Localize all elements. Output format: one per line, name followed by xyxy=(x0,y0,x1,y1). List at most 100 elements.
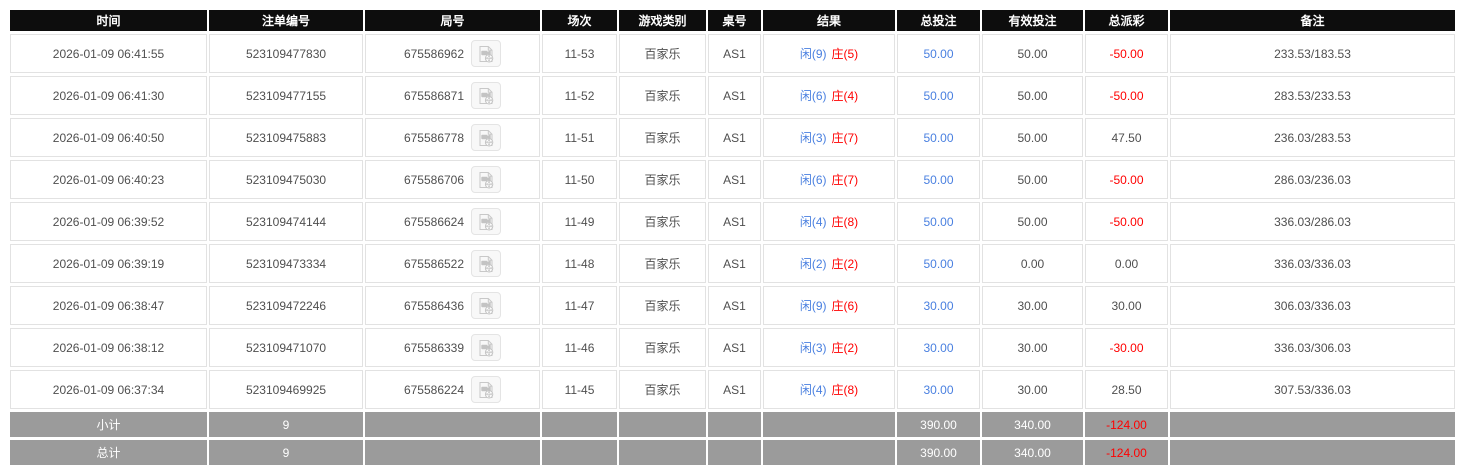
video-replay-button[interactable] xyxy=(471,334,502,361)
round-number: 675586339 xyxy=(403,340,465,355)
video-replay-button[interactable] xyxy=(471,82,502,109)
cell-session: 11-45 xyxy=(542,370,617,409)
cell-result: 闲(3) 庄(2) xyxy=(763,328,895,367)
cell-session: 11-52 xyxy=(542,76,617,115)
video-replay-button[interactable] xyxy=(471,292,502,319)
result-player: 闲(3) xyxy=(799,341,827,355)
payout-value: 0.00 xyxy=(1114,256,1139,271)
table-row: 2026-01-09 06:41:30 523109477155 675586871… xyxy=(10,76,1455,115)
total-row: 总计 9 390.00 340.00 -124.00 xyxy=(10,440,1455,465)
payout-value: -50.00 xyxy=(1109,172,1144,187)
cell-valid-bet: 50.00 xyxy=(982,118,1083,157)
cell-result: 闲(6) 庄(4) xyxy=(763,76,895,115)
video-replay-button[interactable] xyxy=(471,376,502,403)
table-row: 2026-01-09 06:40:50 523109475883 675586778… xyxy=(10,118,1455,157)
cell-game-type: 百家乐 xyxy=(619,34,706,73)
cell-result: 闲(2) 庄(2) xyxy=(763,244,895,283)
cell-game-type: 百家乐 xyxy=(619,286,706,325)
cell-game-type: 百家乐 xyxy=(619,328,706,367)
video-replay-button[interactable] xyxy=(471,166,502,193)
cell-total-bet: 50.00 xyxy=(897,76,980,115)
cell-bet-id: 523109477155 xyxy=(209,76,363,115)
video-replay-button[interactable] xyxy=(471,250,502,277)
result-player: 闲(2) xyxy=(799,257,827,271)
round-number: 675586778 xyxy=(403,130,465,145)
total-bet-value[interactable]: 30.00 xyxy=(923,298,954,313)
footer-empty-cell xyxy=(1170,412,1455,437)
result-banker: 庄(7) xyxy=(831,131,859,145)
cell-payout: -30.00 xyxy=(1085,328,1168,367)
cell-valid-bet: 50.00 xyxy=(982,160,1083,199)
footer-empty-cell xyxy=(365,412,540,437)
total-bet-value[interactable]: 50.00 xyxy=(923,256,954,271)
cell-valid-bet: 30.00 xyxy=(982,328,1083,367)
cell-remark: 306.03/336.03 xyxy=(1170,286,1455,325)
cell-game-type: 百家乐 xyxy=(619,244,706,283)
cell-table-no: AS1 xyxy=(708,34,761,73)
video-replay-button[interactable] xyxy=(471,40,502,67)
cell-payout: 0.00 xyxy=(1085,244,1168,283)
footer-payout: -124.00 xyxy=(1085,412,1168,437)
cell-remark: 336.03/286.03 xyxy=(1170,202,1455,241)
column-header-payout: 总派彩 xyxy=(1085,10,1168,31)
cell-result: 闲(9) 庄(5) xyxy=(763,34,895,73)
column-header-time: 时间 xyxy=(10,10,207,31)
result-banker: 庄(6) xyxy=(831,299,859,313)
result-player: 闲(4) xyxy=(799,383,827,397)
cell-total-bet: 50.00 xyxy=(897,160,980,199)
column-header-round_id: 局号 xyxy=(365,10,540,31)
subtotal-row: 小计 9 390.00 340.00 -124.00 xyxy=(10,412,1455,437)
video-replay-icon xyxy=(479,382,494,399)
total-bet-value[interactable]: 30.00 xyxy=(923,382,954,397)
cell-session: 11-49 xyxy=(542,202,617,241)
cell-session: 11-53 xyxy=(542,34,617,73)
footer-empty-cell xyxy=(763,440,895,465)
table-body: 2026-01-09 06:41:55 523109477830 675586962… xyxy=(10,34,1455,409)
cell-table-no: AS1 xyxy=(708,160,761,199)
cell-total-bet: 50.00 xyxy=(897,34,980,73)
payout-value: -30.00 xyxy=(1109,340,1144,355)
video-replay-icon xyxy=(479,298,494,315)
cell-time: 2026-01-09 06:41:30 xyxy=(10,76,207,115)
cell-remark: 307.53/336.03 xyxy=(1170,370,1455,409)
cell-result: 闲(9) 庄(6) xyxy=(763,286,895,325)
total-bet-value[interactable]: 50.00 xyxy=(923,46,954,61)
payout-value: 28.50 xyxy=(1111,382,1142,397)
cell-result: 闲(3) 庄(7) xyxy=(763,118,895,157)
payout-value: 30.00 xyxy=(1111,298,1142,313)
cell-time: 2026-01-09 06:37:34 xyxy=(10,370,207,409)
betting-records-table: 时间 注单编号 局号 场次 游戏类别 桌号 结果 总投注 有效投注 总派彩 备注 2026-01-0… xyxy=(8,7,1457,468)
result-player: 闲(6) xyxy=(799,173,827,187)
total-bet-value[interactable]: 30.00 xyxy=(923,340,954,355)
video-replay-button[interactable] xyxy=(471,124,502,151)
result-player: 闲(4) xyxy=(799,215,827,229)
cell-remark: 286.03/236.03 xyxy=(1170,160,1455,199)
cell-game-type: 百家乐 xyxy=(619,370,706,409)
total-bet-value[interactable]: 50.00 xyxy=(923,130,954,145)
video-replay-button[interactable] xyxy=(471,208,502,235)
table-row: 2026-01-09 06:39:52 523109474144 675586624… xyxy=(10,202,1455,241)
table-row: 2026-01-09 06:41:55 523109477830 675586962… xyxy=(10,34,1455,73)
video-replay-icon xyxy=(479,46,494,63)
cell-session: 11-50 xyxy=(542,160,617,199)
footer-count: 9 xyxy=(209,440,363,465)
result-banker: 庄(8) xyxy=(831,383,859,397)
cell-table-no: AS1 xyxy=(708,286,761,325)
cell-remark: 336.03/336.03 xyxy=(1170,244,1455,283)
table-row: 2026-01-09 06:38:47 523109472246 675586436… xyxy=(10,286,1455,325)
cell-bet-id: 523109473334 xyxy=(209,244,363,283)
table-row: 2026-01-09 06:38:12 523109471070 675586339… xyxy=(10,328,1455,367)
cell-round-id: 675586522 xyxy=(365,244,540,283)
total-bet-value[interactable]: 50.00 xyxy=(923,88,954,103)
cell-remark: 236.03/283.53 xyxy=(1170,118,1455,157)
result-banker: 庄(2) xyxy=(831,341,859,355)
video-replay-icon xyxy=(479,172,494,189)
footer-label: 小计 xyxy=(10,412,207,437)
total-bet-value[interactable]: 50.00 xyxy=(923,172,954,187)
cell-time: 2026-01-09 06:40:23 xyxy=(10,160,207,199)
column-header-valid_bet: 有效投注 xyxy=(982,10,1083,31)
total-bet-value[interactable]: 50.00 xyxy=(923,214,954,229)
footer-payout: -124.00 xyxy=(1085,440,1168,465)
payout-value: -50.00 xyxy=(1109,214,1144,229)
cell-time: 2026-01-09 06:39:19 xyxy=(10,244,207,283)
